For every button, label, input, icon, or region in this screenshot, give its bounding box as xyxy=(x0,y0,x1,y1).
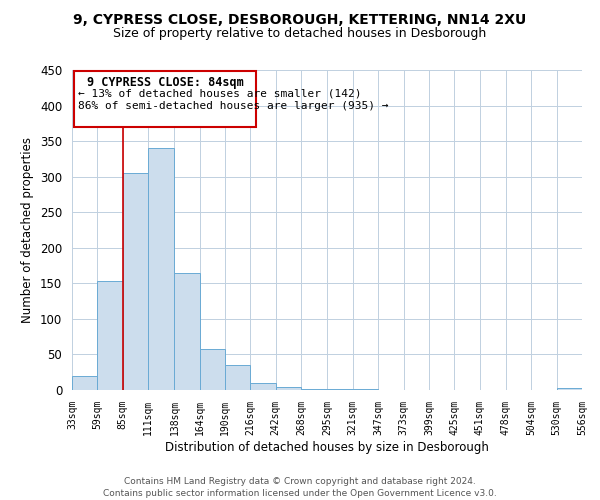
Bar xyxy=(97,281,123,390)
Bar xyxy=(175,272,200,390)
Bar xyxy=(557,388,582,390)
Bar xyxy=(225,365,250,390)
Bar xyxy=(250,383,276,390)
Bar xyxy=(72,376,97,390)
Text: 9 CYPRESS CLOSE: 84sqm: 9 CYPRESS CLOSE: 84sqm xyxy=(87,76,244,88)
Text: 86% of semi-detached houses are larger (935) →: 86% of semi-detached houses are larger (… xyxy=(78,102,388,112)
Text: ← 13% of detached houses are smaller (142): ← 13% of detached houses are smaller (14… xyxy=(78,88,361,99)
Y-axis label: Number of detached properties: Number of detached properties xyxy=(22,137,34,323)
Bar xyxy=(123,173,148,390)
Text: Contains public sector information licensed under the Open Government Licence v3: Contains public sector information licen… xyxy=(103,489,497,498)
Text: Size of property relative to detached houses in Desborough: Size of property relative to detached ho… xyxy=(113,28,487,40)
Text: 9, CYPRESS CLOSE, DESBOROUGH, KETTERING, NN14 2XU: 9, CYPRESS CLOSE, DESBOROUGH, KETTERING,… xyxy=(73,12,527,26)
X-axis label: Distribution of detached houses by size in Desborough: Distribution of detached houses by size … xyxy=(165,440,489,454)
FancyBboxPatch shape xyxy=(74,72,256,127)
Text: Contains HM Land Registry data © Crown copyright and database right 2024.: Contains HM Land Registry data © Crown c… xyxy=(124,478,476,486)
Bar xyxy=(200,350,225,390)
Bar xyxy=(276,387,301,390)
Bar xyxy=(148,148,175,390)
